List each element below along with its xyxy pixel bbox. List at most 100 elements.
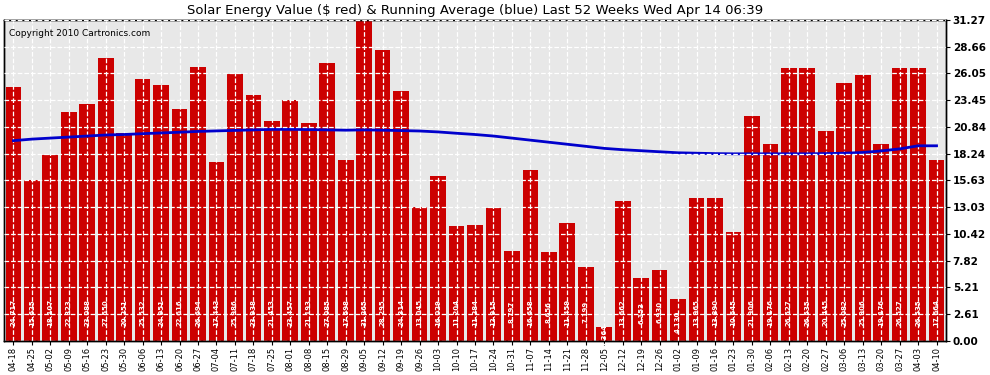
Bar (301, 123, 317, 341)
Text: 26.527: 26.527 (897, 299, 903, 326)
Text: 23.457: 23.457 (287, 299, 293, 326)
Bar (892, 69, 908, 341)
Text: 31.265: 31.265 (361, 299, 367, 326)
Text: 26.527: 26.527 (786, 299, 792, 326)
Bar (171, 109, 187, 341)
Text: 23.938: 23.938 (250, 299, 256, 326)
Text: 17.598: 17.598 (343, 299, 348, 326)
Text: 25.986: 25.986 (232, 299, 238, 326)
Bar (153, 85, 169, 341)
Text: 19.176: 19.176 (767, 299, 773, 326)
Text: 13.662: 13.662 (620, 299, 626, 326)
Text: 10.645: 10.645 (731, 299, 737, 326)
Text: 18.107: 18.107 (48, 299, 53, 326)
Text: 25.906: 25.906 (859, 299, 865, 326)
Text: 22.616: 22.616 (176, 299, 182, 326)
Text: 24.314: 24.314 (398, 298, 404, 326)
Text: 26.535: 26.535 (915, 299, 921, 326)
Text: 28.295: 28.295 (379, 299, 386, 326)
Text: 13.045: 13.045 (417, 299, 423, 326)
Bar (338, 160, 353, 341)
Text: 19.176: 19.176 (878, 299, 884, 326)
Text: 8.656: 8.656 (545, 302, 551, 323)
Bar (393, 91, 409, 341)
Text: 11.204: 11.204 (453, 299, 459, 326)
Bar (873, 144, 889, 341)
Text: Copyright 2010 Cartronics.com: Copyright 2010 Cartronics.com (9, 29, 150, 38)
Bar (689, 198, 704, 341)
Text: 23.088: 23.088 (84, 299, 90, 326)
Text: 20.445: 20.445 (823, 299, 829, 326)
Bar (615, 201, 631, 341)
Bar (135, 79, 150, 341)
Bar (209, 162, 225, 341)
Title: Solar Energy Value ($ red) & Running Average (blue) Last 52 Weeks Wed Apr 14 06:: Solar Energy Value ($ red) & Running Ave… (187, 4, 763, 17)
Text: 21.193: 21.193 (306, 299, 312, 326)
Bar (837, 83, 852, 341)
Text: 6.153: 6.153 (639, 302, 644, 324)
Bar (467, 225, 483, 341)
Text: 4.130: 4.130 (675, 311, 681, 333)
Text: 13.890: 13.890 (712, 299, 718, 326)
Text: 17.443: 17.443 (214, 298, 220, 326)
Bar (43, 155, 58, 341)
Bar (707, 198, 723, 341)
Bar (79, 104, 95, 341)
Bar (504, 251, 520, 341)
Bar (651, 270, 667, 341)
Text: 26.535: 26.535 (804, 299, 810, 326)
Text: 25.082: 25.082 (842, 299, 847, 326)
Text: 16.029: 16.029 (435, 299, 441, 326)
Bar (596, 327, 612, 341)
Bar (375, 50, 390, 341)
Text: 11.459: 11.459 (564, 299, 570, 326)
Bar (24, 180, 40, 341)
Text: 24.951: 24.951 (158, 299, 164, 326)
Text: 20.251: 20.251 (121, 299, 127, 326)
Bar (762, 144, 778, 341)
Text: 7.199: 7.199 (583, 301, 589, 323)
Bar (929, 159, 944, 341)
Bar (578, 267, 594, 341)
Bar (448, 226, 464, 341)
Bar (320, 63, 335, 341)
Text: 27.550: 27.550 (103, 299, 109, 326)
Bar (282, 100, 298, 341)
Text: 24.717: 24.717 (11, 299, 17, 326)
Text: 8.797: 8.797 (509, 301, 515, 323)
Text: 15.625: 15.625 (29, 299, 35, 326)
Bar (800, 68, 815, 341)
Text: 11.284: 11.284 (472, 299, 478, 326)
Text: 26.694: 26.694 (195, 299, 201, 326)
Bar (431, 176, 446, 341)
Text: 16.658: 16.658 (528, 299, 534, 326)
Bar (61, 112, 76, 341)
Bar (670, 298, 686, 341)
Bar (818, 131, 834, 341)
Bar (781, 69, 797, 341)
Bar (117, 133, 132, 341)
Bar (910, 68, 926, 341)
Text: 22.323: 22.323 (65, 299, 72, 326)
Bar (541, 252, 556, 341)
Bar (227, 74, 243, 341)
Bar (634, 278, 649, 341)
Bar (559, 223, 575, 341)
Text: 6.930: 6.930 (656, 301, 662, 323)
Bar (246, 95, 261, 341)
Bar (523, 170, 539, 341)
Bar (356, 20, 372, 341)
Text: 27.085: 27.085 (325, 299, 331, 326)
Text: 17.664: 17.664 (934, 299, 940, 326)
Bar (190, 67, 206, 341)
Text: 1.364: 1.364 (601, 324, 607, 346)
Text: 12.915: 12.915 (490, 299, 496, 326)
Bar (412, 207, 428, 341)
Bar (6, 87, 21, 341)
Text: 13.965: 13.965 (694, 299, 700, 326)
Bar (744, 116, 759, 341)
Text: 21.453: 21.453 (269, 299, 275, 326)
Bar (726, 232, 742, 341)
Bar (485, 209, 501, 341)
Bar (264, 121, 280, 341)
